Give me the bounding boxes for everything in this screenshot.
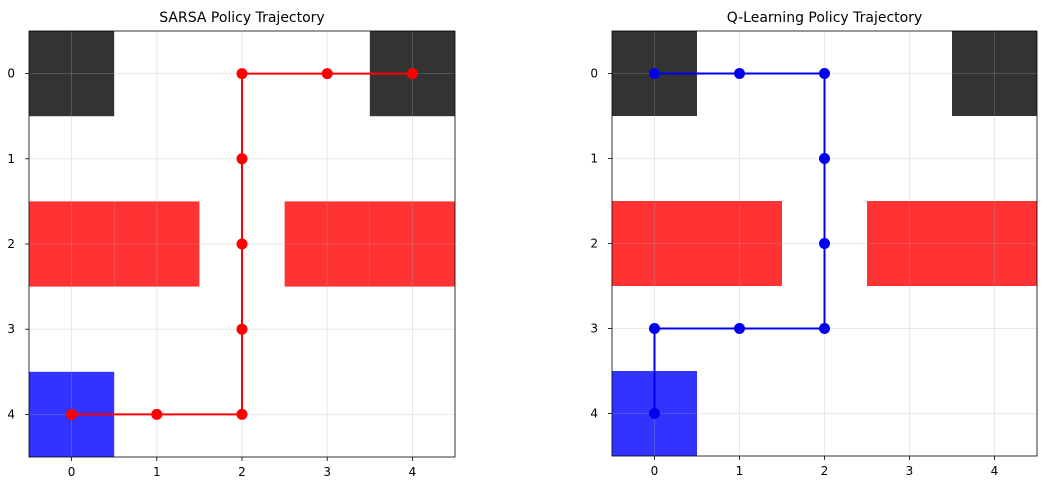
sarsa-y-tick-label: 2: [7, 237, 15, 251]
sarsa-cell-r2-c4: [369, 201, 455, 287]
sarsa-y-tick-label: 0: [7, 67, 15, 81]
q-learning-y-tick-label: 4: [590, 407, 598, 421]
sarsa-trajectory-point: [236, 323, 248, 335]
q-learning-x-tick-label: 2: [821, 464, 829, 478]
q-learning-trajectory-point: [734, 68, 745, 79]
q-learning-trajectory-point: [734, 323, 745, 334]
q-learning-trajectory-point: [819, 323, 830, 334]
sarsa-panel: SARSA Policy Trajectory 0 1 2 3 4 0 1 2 3 4: [7, 10, 456, 479]
sarsa-x-tick-label: 4: [409, 465, 417, 479]
q-learning-trajectory-point: [819, 238, 830, 249]
sarsa-trajectory-point: [321, 68, 333, 80]
sarsa-cell-r2-c3: [284, 201, 370, 287]
q-learning-trajectory-point: [819, 68, 830, 79]
sarsa-x-tick-label: 3: [323, 465, 331, 479]
q-learning-x-tick-label: 0: [651, 464, 659, 478]
sarsa-y-tick-label: 4: [7, 407, 15, 421]
sarsa-trajectory-point: [236, 408, 248, 420]
sarsa-trajectory-point: [236, 68, 248, 80]
q-learning-y-tick-label: 3: [590, 322, 598, 336]
q-learning-title: Q-Learning Policy Trajectory: [727, 10, 923, 26]
sarsa-trajectory-point: [151, 408, 163, 420]
q-learning-x-tick-label: 1: [736, 464, 744, 478]
q-learning-x-tick-label: 4: [991, 464, 999, 478]
sarsa-title: SARSA Policy Trajectory: [159, 10, 324, 26]
sarsa-x-tick-label: 1: [153, 465, 161, 479]
sarsa-trajectory-point: [406, 68, 418, 80]
sarsa-y-tick-label: 3: [7, 322, 15, 336]
q-learning-cell-r2-c3: [867, 201, 952, 286]
sarsa-x-tick-label: 2: [238, 465, 246, 479]
sarsa-trajectory-point: [66, 408, 78, 420]
sarsa-trajectory-point: [236, 153, 248, 165]
sarsa-cell-r2-c0: [29, 201, 115, 287]
q-learning-y-tick-label: 0: [590, 67, 598, 81]
q-learning-y-tick-label: 1: [590, 152, 598, 166]
q-learning-cell-r2-c0: [612, 201, 697, 286]
sarsa-cell-r2-c1: [114, 201, 200, 287]
q-learning-panel: Q-Learning Policy Trajectory 0 1 2 3 4 0 1 2 3 4: [590, 10, 1038, 478]
q-learning-x-tick-label: 3: [906, 464, 914, 478]
q-learning-y-tick-label: 2: [590, 237, 598, 251]
sarsa-y-tick-label: 1: [7, 152, 15, 166]
sarsa-x-tick-label: 0: [68, 465, 76, 479]
sarsa-cell-r0-c0: [29, 31, 115, 117]
q-learning-cell-r2-c1: [697, 201, 782, 286]
q-learning-trajectory-point: [649, 68, 660, 79]
q-learning-trajectory-point: [649, 323, 660, 334]
q-learning-trajectory-point: [649, 408, 660, 419]
q-learning-cell-r2-c4: [952, 201, 1037, 286]
q-learning-trajectory-point: [819, 153, 830, 164]
q-learning-cell-r0-c4: [952, 31, 1037, 116]
sarsa-trajectory-point: [236, 238, 248, 250]
